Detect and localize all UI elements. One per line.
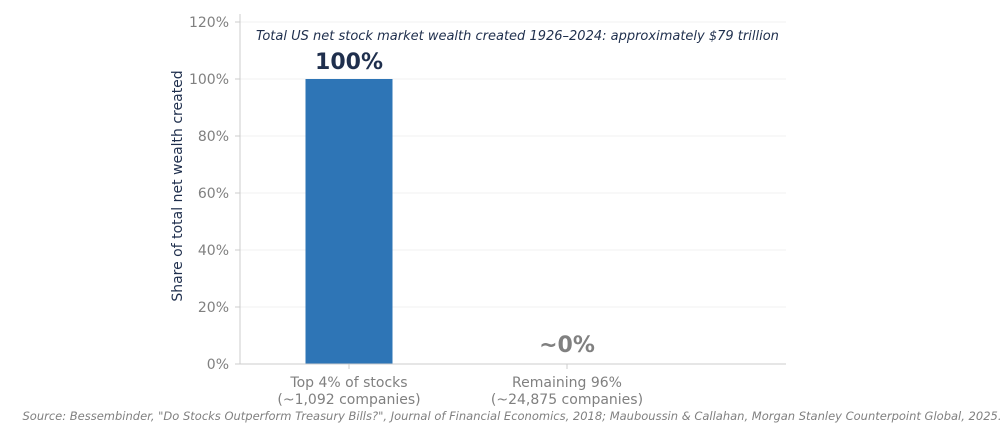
data-label: 100% xyxy=(315,50,383,75)
axes xyxy=(239,14,786,365)
y-tick-label: 60% xyxy=(198,186,229,202)
data-label: ~0% xyxy=(539,333,595,358)
y-tick-label: 0% xyxy=(207,357,229,373)
y-tick-label: 80% xyxy=(198,129,229,145)
data-labels: 100% ~0% xyxy=(315,50,595,358)
bar xyxy=(305,79,393,364)
y-tick-label: 20% xyxy=(198,300,229,316)
x-tick-label: Top 4% of stocks xyxy=(289,375,407,391)
x-tick-label: (~24,875 companies) xyxy=(491,392,643,408)
x-category-labels: Top 4% of stocks(~1,092 companies) Remain… xyxy=(277,364,643,408)
y-tick-label: 100% xyxy=(189,72,229,88)
source-note: Source: Bessembinder, "Do Stocks Outperf… xyxy=(23,409,1002,423)
y-tick-label: 120% xyxy=(189,15,229,31)
y-tick-label: 40% xyxy=(198,243,229,259)
y-tick-labels: 0% 20% 40% 60% 80% 100% 120% xyxy=(189,15,240,373)
y-axis-label: Share of total net wealth created xyxy=(170,70,186,301)
x-tick-label: Remaining 96% xyxy=(512,375,622,391)
bars xyxy=(305,79,393,364)
x-tick-label: (~1,092 companies) xyxy=(277,392,420,408)
chart-annotation: Total US net stock market wealth created… xyxy=(256,29,779,44)
